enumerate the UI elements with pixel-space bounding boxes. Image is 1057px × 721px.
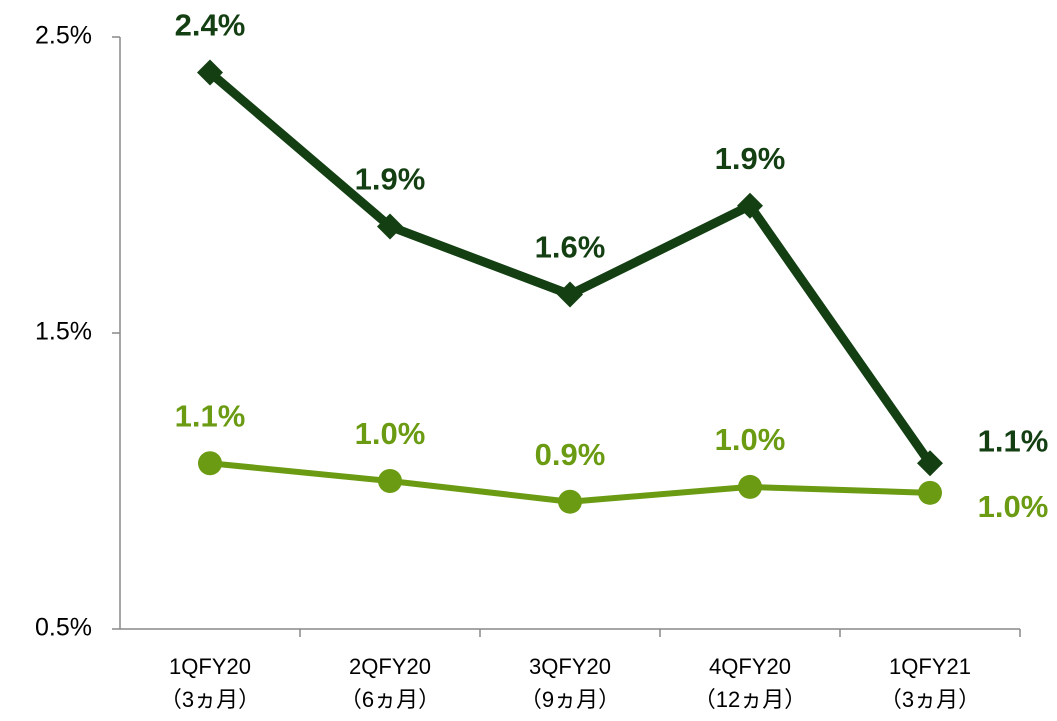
series-line	[207, 69, 934, 466]
point-marker	[198, 451, 222, 476]
y-tick-label: 0.5%	[35, 614, 92, 642]
point-marker	[557, 281, 583, 308]
point-marker	[917, 450, 943, 477]
point-marker	[378, 469, 402, 493]
data-label: 1.6%	[535, 230, 606, 265]
x-tick-label: 1QFY20	[169, 654, 251, 679]
data-label: 1.0%	[978, 489, 1049, 524]
x-tick-label: 3QFY20	[529, 654, 611, 679]
point-marker	[197, 59, 223, 86]
y-tick-label: 1.5%	[35, 318, 92, 346]
x-tick-label: （3ヵ月）	[880, 687, 980, 712]
x-tick-label: （12ヵ月）	[694, 687, 806, 712]
y-tick-label: 2.5%	[35, 22, 92, 50]
point-marker	[918, 480, 942, 505]
data-label: 1.9%	[715, 141, 786, 176]
x-tick-label: （9ヵ月）	[520, 687, 620, 712]
data-label: 1.1%	[978, 423, 1049, 458]
data-label: 2.4%	[175, 8, 246, 43]
point-marker	[558, 489, 582, 514]
point-marker	[377, 213, 403, 240]
x-tick-label: 1QFY21	[889, 654, 971, 679]
x-tick-label: 4QFY20	[709, 654, 791, 679]
data-label: 1.1%	[175, 398, 246, 433]
x-tick-label: 2QFY20	[349, 654, 431, 679]
data-label: 1.0%	[355, 416, 426, 451]
point-marker	[737, 192, 763, 219]
x-tick-label: （3ヵ月）	[160, 687, 260, 712]
point-marker	[738, 474, 762, 499]
x-tick-label: （6ヵ月）	[340, 687, 440, 712]
data-label: 1.0%	[715, 422, 786, 457]
data-label: 1.9%	[355, 162, 426, 197]
data-label: 0.9%	[535, 437, 606, 472]
